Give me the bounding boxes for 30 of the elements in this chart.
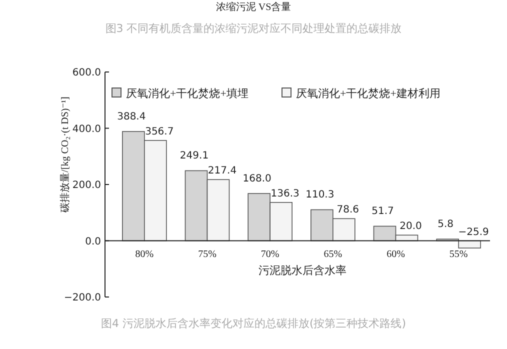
legend-label: 厌氧消化+干化焚烧+填埋 xyxy=(126,87,248,100)
data-label: −25.9 xyxy=(458,226,489,238)
data-label: 388.4 xyxy=(117,112,146,123)
data-label: 78.6 xyxy=(336,204,360,216)
x-tick-label: 55% xyxy=(449,248,468,260)
text: 图4 污泥脱水后含水率变化对应的总碳排放(按第三种技术路线) xyxy=(100,317,406,330)
y-tick-label: 200.0 xyxy=(72,180,101,191)
x-axis-title: 污泥脱水后含水率 xyxy=(258,264,346,277)
data-label: 136.3 xyxy=(270,188,300,200)
y-tick-label: 400.0 xyxy=(72,124,101,135)
data-label: 5.8 xyxy=(438,219,454,230)
y-axis-title: 碳排放量/[kg CO₂·(t DS)⁻¹] xyxy=(59,96,71,214)
legend-label: 厌氧消化+干化焚烧+建材利用 xyxy=(296,87,440,100)
y-tick-label: −200.0 xyxy=(64,292,101,304)
x-tick-label: 75% xyxy=(198,248,216,260)
data-label: 356.7 xyxy=(145,126,174,138)
x-tick-label: 65% xyxy=(324,248,342,260)
data-label: 168.0 xyxy=(242,174,272,184)
y-tick-label: 600.0 xyxy=(72,68,101,78)
x-tick-label: 80% xyxy=(135,248,154,260)
data-label: 249.1 xyxy=(180,150,209,162)
text: 浓缩污泥 VS含量 xyxy=(216,1,292,13)
x-tick-label: 60% xyxy=(386,248,405,260)
x-tick-label: 70% xyxy=(260,248,280,260)
data-label: 51.7 xyxy=(372,206,394,218)
data-label: 20.0 xyxy=(400,221,422,232)
y-tick-label: 0.0 xyxy=(85,236,101,248)
data-label: 110.3 xyxy=(306,190,334,201)
caption: 图3 不同有机质含量的浓缩污泥对应不同处理处置的总碳排放 xyxy=(105,22,402,35)
data-label: 217.4 xyxy=(208,166,237,177)
